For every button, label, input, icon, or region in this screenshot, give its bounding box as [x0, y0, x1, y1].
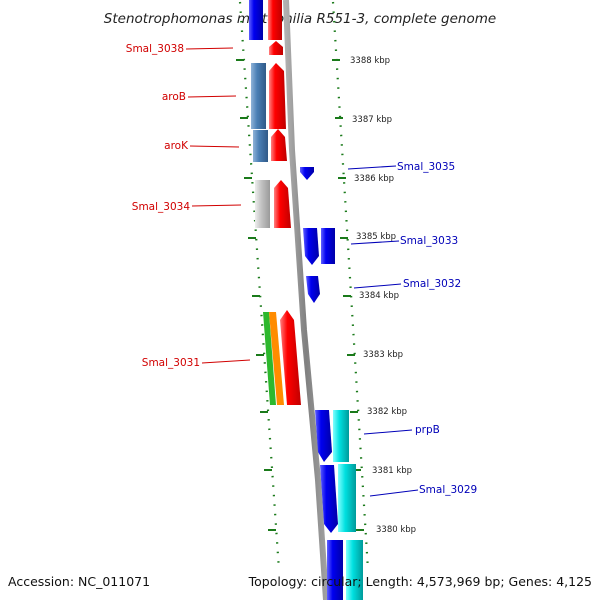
major-ticks-left [236, 59, 276, 531]
gene-arrow-reverse [249, 0, 263, 40]
gene-blue-smal-3033-b [321, 228, 335, 264]
genome-backbone [283, 0, 329, 600]
gene-label: Smal_3035 [397, 161, 455, 173]
tick-label: 3385 kbp [356, 232, 396, 242]
gene-cyan-prp-b [333, 410, 349, 462]
gene-label: Smal_3031 [142, 357, 200, 369]
tick-label: 3383 kbp [363, 350, 403, 360]
gene-label: Smal_3034 [132, 201, 191, 213]
accession-text: Accession: NC_011071 [8, 574, 150, 589]
tick-label: 3380 kbp [376, 525, 416, 535]
gene-arrow-smal-3034 [274, 180, 291, 228]
major-ticks-right [332, 59, 364, 531]
gene-arrow-prp-b [315, 410, 332, 462]
gene-cyan-smal-3029 [338, 464, 356, 532]
gene-label: Smal_3038 [126, 43, 184, 55]
gene-steel-aro-k [253, 130, 268, 162]
gene-arrow-smal-3035 [300, 167, 314, 180]
tick-label: 3387 kbp [352, 115, 392, 125]
gene-arrow-aro-b [269, 63, 286, 129]
gene-arrow-smal-3032 [306, 276, 320, 303]
gene-arrow-smal-3033 [303, 228, 319, 265]
gene-orange-smal-3031 [269, 312, 284, 405]
gene-label: aroK [164, 140, 189, 152]
left-leader-lines [185, 47, 251, 364]
gene-blue-bottom [327, 540, 343, 600]
gene-label: prpB [415, 424, 440, 436]
right-leader-lines [347, 165, 419, 497]
gene-label: Smal_3032 [403, 278, 461, 290]
gene-label: Smal_3029 [419, 484, 477, 496]
tick-label: 3388 kbp [350, 56, 390, 66]
topology-text: Topology: circular; Length: 4,573,969 bp… [248, 574, 592, 589]
gene-label: Smal_3033 [400, 235, 458, 247]
gene-steel-aro-b [251, 63, 266, 129]
gene-arrow-smal-3038 [269, 41, 283, 55]
gene-cyan-bottom [346, 540, 363, 600]
gene-arrow-smal-3031 [280, 310, 301, 405]
gene-gray-smal-3034 [255, 180, 270, 228]
left-gene-labels: Smal_3038 aroB aroK Smal_3034 Smal_3031 [126, 43, 200, 369]
tick-label: 3384 kbp [359, 291, 399, 301]
gene-green-smal-3031 [263, 312, 276, 405]
gene-arrow-aro-k [271, 129, 287, 161]
tick-label: 3381 kbp [372, 466, 412, 476]
tick-labels: 3388 kbp 3387 kbp 3386 kbp 3385 kbp 3384… [350, 56, 416, 535]
gene-label: aroB [162, 91, 186, 103]
tick-label: 3386 kbp [354, 174, 394, 184]
gene-arrow-smal-3029 [320, 465, 338, 533]
right-gene-labels: Smal_3035 Smal_3033 Smal_3032 prpB Smal_… [397, 161, 477, 496]
gene-arrow-forward [268, 0, 282, 40]
page-title: Stenotrophomonas maltophilia R551-3, com… [104, 11, 496, 27]
tick-label: 3382 kbp [367, 407, 407, 417]
